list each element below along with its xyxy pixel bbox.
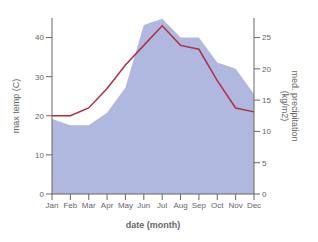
svg-text:Sep: Sep	[192, 201, 207, 210]
svg-text:20: 20	[262, 65, 271, 74]
svg-text:30: 30	[35, 73, 44, 82]
svg-text:40: 40	[35, 33, 44, 42]
svg-text:0: 0	[262, 190, 267, 199]
svg-text:Jun: Jun	[137, 201, 150, 210]
svg-text:Jan: Jan	[46, 201, 59, 210]
svg-text:0: 0	[40, 190, 45, 199]
svg-text:Oct: Oct	[211, 201, 224, 210]
svg-text:med. precipitation(kg/m2): med. precipitation(kg/m2)	[280, 70, 300, 141]
svg-text:15: 15	[262, 96, 271, 105]
svg-text:May: May	[118, 201, 133, 210]
svg-text:date (month): date (month)	[126, 220, 181, 230]
svg-text:10: 10	[35, 151, 44, 160]
svg-text:Dec: Dec	[247, 201, 261, 210]
svg-text:10: 10	[262, 127, 271, 136]
svg-text:20: 20	[35, 112, 44, 121]
svg-text:Feb: Feb	[63, 201, 77, 210]
svg-text:Mar: Mar	[82, 201, 96, 210]
svg-text:25: 25	[262, 33, 271, 42]
svg-text:max temp (C): max temp (C)	[11, 79, 21, 134]
svg-text:Jul: Jul	[157, 201, 167, 210]
svg-text:Aug: Aug	[173, 201, 187, 210]
svg-text:Nov: Nov	[229, 201, 243, 210]
svg-text:5: 5	[262, 159, 267, 168]
svg-text:Apr: Apr	[101, 201, 114, 210]
